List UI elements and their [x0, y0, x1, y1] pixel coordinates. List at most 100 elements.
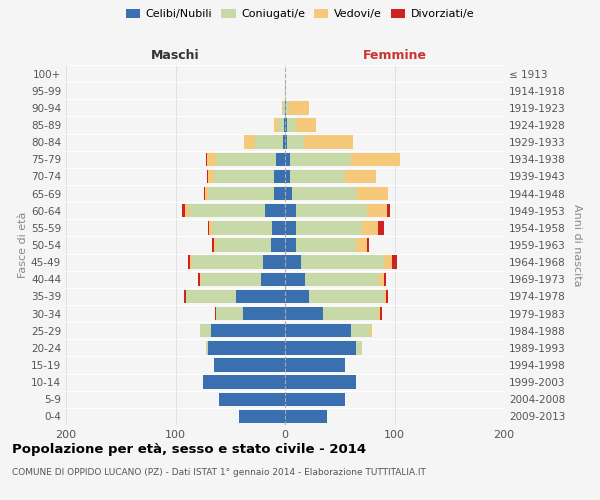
Bar	[282, 101, 283, 114]
Bar	[285, 152, 290, 166]
Bar	[244, 307, 285, 320]
Bar	[285, 307, 323, 320]
Bar	[216, 238, 271, 252]
Bar	[378, 307, 380, 320]
Bar	[276, 152, 285, 166]
Bar	[216, 152, 276, 166]
Bar	[274, 170, 285, 183]
Bar	[256, 136, 283, 149]
Text: Popolazione per età, sesso e stato civile - 2014: Popolazione per età, sesso e stato civil…	[12, 442, 366, 456]
Bar	[287, 118, 296, 132]
Bar	[284, 118, 285, 132]
Bar	[214, 358, 285, 372]
Bar	[287, 136, 304, 149]
Bar	[206, 152, 207, 166]
Bar	[185, 204, 188, 218]
Bar	[285, 272, 305, 286]
Bar	[236, 290, 285, 303]
Bar	[285, 410, 326, 423]
Bar	[290, 152, 351, 166]
Bar	[244, 136, 256, 149]
Bar	[296, 204, 367, 218]
Bar	[296, 238, 356, 252]
Bar	[278, 118, 284, 132]
Bar	[285, 358, 345, 372]
Bar	[367, 204, 387, 218]
Bar	[386, 290, 388, 303]
Bar	[214, 238, 216, 252]
Bar	[285, 341, 356, 354]
Bar	[283, 101, 285, 114]
Bar	[305, 272, 379, 286]
Bar	[367, 238, 370, 252]
Bar	[304, 136, 353, 149]
Bar	[199, 272, 200, 286]
Bar	[205, 187, 208, 200]
Text: Maschi: Maschi	[151, 50, 200, 62]
Bar	[207, 152, 216, 166]
Bar	[285, 290, 309, 303]
Bar	[357, 187, 388, 200]
Bar	[239, 410, 285, 423]
Bar	[203, 376, 285, 389]
Bar	[211, 324, 285, 338]
Bar	[208, 341, 285, 354]
Bar	[323, 307, 378, 320]
Bar	[285, 221, 296, 234]
Bar	[184, 290, 187, 303]
Bar	[285, 136, 287, 149]
Bar	[216, 307, 244, 320]
Bar	[301, 256, 383, 269]
Bar	[285, 392, 345, 406]
Bar	[345, 170, 376, 183]
Bar	[383, 272, 386, 286]
Text: Femmine: Femmine	[362, 50, 427, 62]
Y-axis label: Fasce di età: Fasce di età	[18, 212, 28, 278]
Bar	[215, 307, 216, 320]
Bar	[292, 187, 357, 200]
Bar	[187, 290, 236, 303]
Bar	[212, 221, 272, 234]
Bar	[190, 256, 192, 269]
Bar	[383, 290, 386, 303]
Bar	[383, 256, 392, 269]
Bar	[208, 221, 209, 234]
Bar	[188, 204, 265, 218]
Bar	[289, 101, 309, 114]
Bar	[274, 118, 278, 132]
Bar	[261, 272, 285, 286]
Bar	[356, 341, 362, 354]
Bar	[214, 170, 274, 183]
Bar	[212, 238, 214, 252]
Bar	[296, 221, 362, 234]
Bar	[380, 307, 382, 320]
Bar	[271, 238, 285, 252]
Bar	[274, 187, 285, 200]
Bar	[272, 221, 285, 234]
Bar	[285, 101, 286, 114]
Bar	[285, 118, 287, 132]
Bar	[285, 170, 290, 183]
Bar	[208, 187, 274, 200]
Bar	[182, 204, 185, 218]
Legend: Celibi/Nubili, Coniugati/e, Vedovi/e, Divorziati/e: Celibi/Nubili, Coniugati/e, Vedovi/e, Di…	[122, 6, 478, 22]
Bar	[370, 324, 371, 338]
Bar	[204, 187, 205, 200]
Bar	[206, 341, 208, 354]
Bar	[285, 376, 356, 389]
Bar	[356, 238, 367, 252]
Bar	[379, 272, 383, 286]
Bar	[285, 204, 296, 218]
Bar	[263, 256, 285, 269]
Bar	[209, 221, 212, 234]
Bar	[296, 118, 316, 132]
Bar	[286, 101, 289, 114]
Bar	[285, 84, 286, 98]
Bar	[392, 256, 397, 269]
Bar	[285, 238, 296, 252]
Bar	[378, 221, 383, 234]
Bar	[192, 256, 263, 269]
Bar	[350, 324, 370, 338]
Bar	[200, 324, 211, 338]
Bar	[285, 324, 350, 338]
